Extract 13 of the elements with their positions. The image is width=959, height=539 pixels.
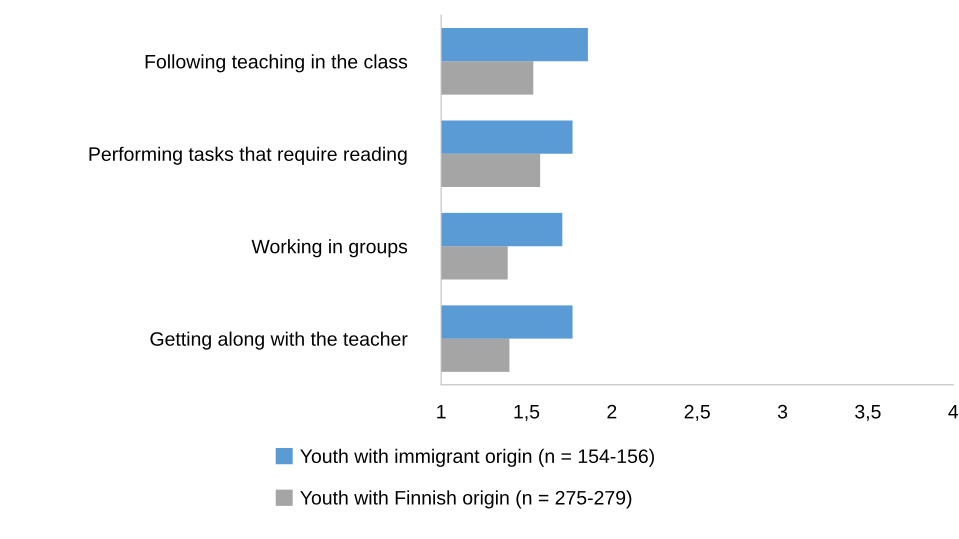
y-tick-label: Following teaching in the class xyxy=(146,54,408,72)
x-tick-label: 1 xyxy=(437,405,446,418)
legend-label: Youth with Finnish origin (n = 275-279) xyxy=(300,490,632,508)
legend-label: Youth with immigrant origin (n = 154-156) xyxy=(300,448,654,467)
x-tick-label: 3 xyxy=(778,404,788,419)
x-tick-label: 2,5 xyxy=(684,404,710,421)
x-tick-label: 2 xyxy=(607,404,616,418)
x-tick-label: 3,5 xyxy=(855,404,881,421)
y-tick-label: Working in groups xyxy=(252,239,408,258)
y-tick-label: Performing tasks that require reading xyxy=(90,146,407,165)
y-tick-label: Getting along with the teacher xyxy=(150,332,408,350)
x-tick-label: 4 xyxy=(948,405,958,418)
x-tick-label: 1,5 xyxy=(514,405,540,421)
